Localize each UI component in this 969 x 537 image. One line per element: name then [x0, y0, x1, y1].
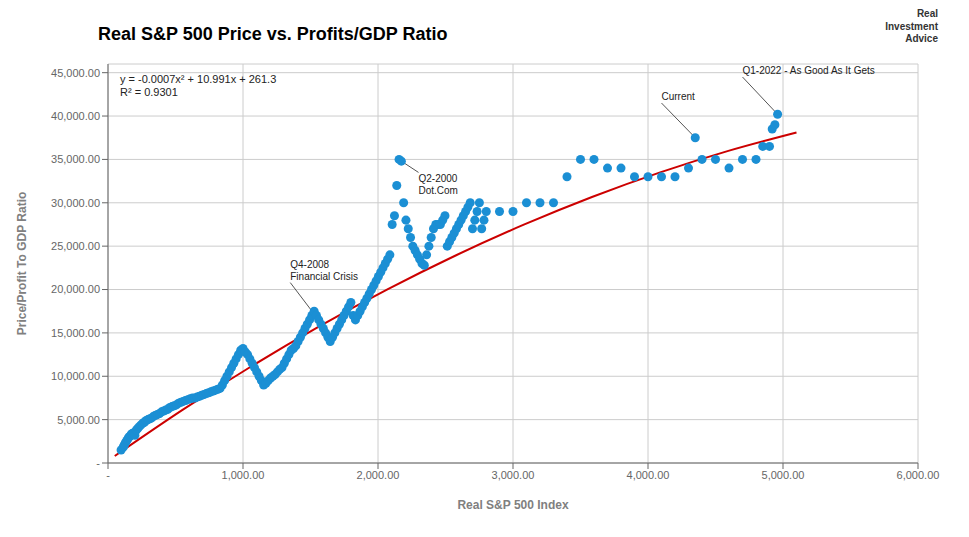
svg-text:Q1-2022 - As Good As It Gets: Q1-2022 - As Good As It Gets [743, 65, 875, 76]
svg-text:-: - [106, 469, 110, 481]
svg-text:y = -0.0007x² + 10.991x + 261.: y = -0.0007x² + 10.991x + 261.3R² = 0.93… [120, 73, 276, 98]
svg-text:6,000.00: 6,000.00 [897, 469, 940, 481]
svg-text:2,000.00: 2,000.00 [357, 469, 400, 481]
svg-text:40,000.00: 40,000.00 [51, 110, 100, 122]
svg-text:25,000.00: 25,000.00 [51, 240, 100, 252]
html-text:Real Investment Advice: Real Investment Advice [885, 8, 938, 44]
svg-text:1,000.00: 1,000.00 [222, 469, 265, 481]
svg-text:Price/Profit To GDP Ratio: Price/Profit To GDP Ratio [15, 192, 29, 336]
svg-text:Current: Current [662, 91, 696, 102]
svg-text:3,000.00: 3,000.00 [492, 469, 535, 481]
svg-text:30,000.00: 30,000.00 [51, 197, 100, 209]
svg-text:Q4-2008Financial Crisis: Q4-2008Financial Crisis [290, 259, 358, 282]
svg-text:15,000.00: 15,000.00 [51, 327, 100, 339]
svg-text:5,000.00: 5,000.00 [57, 414, 100, 426]
html-text:Real S&P 500 Price vs. Profits: Real S&P 500 Price vs. Profits/GDP Ratio [98, 24, 448, 44]
svg-text:-: - [96, 457, 100, 469]
svg-text:4,000.00: 4,000.00 [627, 469, 670, 481]
svg-text:Real S&P 500 Index: Real S&P 500 Index [457, 498, 568, 512]
svg-text:35,000.00: 35,000.00 [51, 153, 100, 165]
svg-text:10,000.00: 10,000.00 [51, 370, 100, 382]
svg-text:5,000.00: 5,000.00 [762, 469, 805, 481]
svg-text:Q2-2000Dot.Com: Q2-2000Dot.Com [419, 173, 458, 196]
svg-text:45,000.00: 45,000.00 [51, 67, 100, 79]
svg-text:20,000.00: 20,000.00 [51, 283, 100, 295]
